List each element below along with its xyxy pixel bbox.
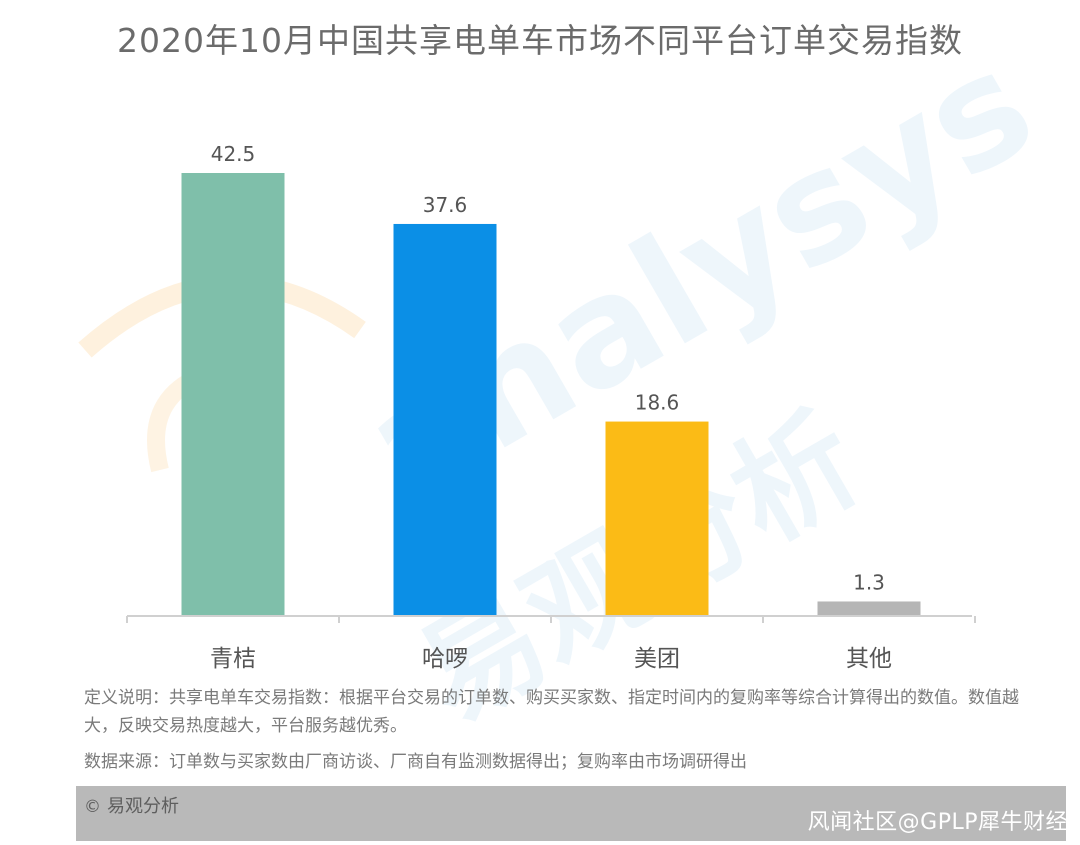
category-label-1: 哈啰 xyxy=(422,646,468,672)
value-label-0: 42.5 xyxy=(211,142,256,166)
bar-2 xyxy=(605,421,709,615)
bar-1 xyxy=(393,223,497,615)
footer-brand: © 易观分析 xyxy=(84,792,179,818)
footer-bar: © 易观分析 xyxy=(76,786,1066,841)
definition-note: 定义说明：共享电单车交易指数：根据平台交易的订单数、购买买家数、指定时间内的复购… xyxy=(84,688,1019,736)
value-label-3: 1.3 xyxy=(853,570,885,594)
category-label-3: 其他 xyxy=(846,646,892,672)
value-label-2: 18.6 xyxy=(635,391,680,415)
source-watermark: 风闻社区@GPLP犀牛财经 xyxy=(807,810,1068,835)
footer-brand-name: 易观分析 xyxy=(107,796,179,817)
bar-3 xyxy=(817,601,921,615)
bar-0 xyxy=(181,173,285,615)
value-label-1: 37.6 xyxy=(423,193,468,217)
copyright-icon: © xyxy=(84,797,101,817)
chart-title: 2020年10月中国共享电单车市场不同平台订单交易指数 xyxy=(117,21,963,60)
category-label-2: 美团 xyxy=(634,646,680,672)
source-note: 数据来源：订单数与买家数由厂商访谈、厂商自有监测数据得出；复购率由市场调研得出 xyxy=(84,752,747,772)
category-label-0: 青桔 xyxy=(210,646,256,672)
